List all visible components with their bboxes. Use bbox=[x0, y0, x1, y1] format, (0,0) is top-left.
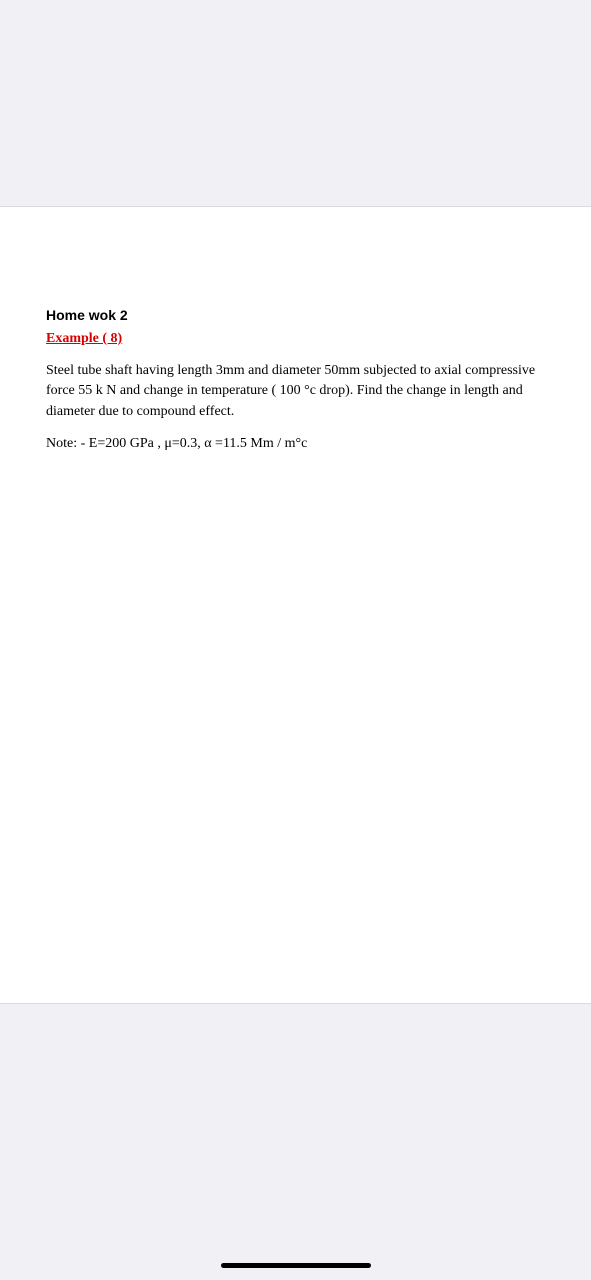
document-page: Home wok 2 Example ( 8) Steel tube shaft… bbox=[0, 207, 591, 1003]
homework-heading: Home wok 2 bbox=[46, 307, 545, 323]
example-label: Example ( 8) bbox=[46, 331, 545, 347]
problem-statement: Steel tube shaft having length 3mm and d… bbox=[46, 361, 545, 422]
note-text: Note: - E=200 GPa , μ=0.3, α =11.5 Mm / … bbox=[46, 436, 545, 452]
home-indicator[interactable] bbox=[221, 1263, 371, 1268]
top-empty-region bbox=[0, 0, 591, 206]
bottom-empty-region bbox=[0, 1004, 591, 1280]
